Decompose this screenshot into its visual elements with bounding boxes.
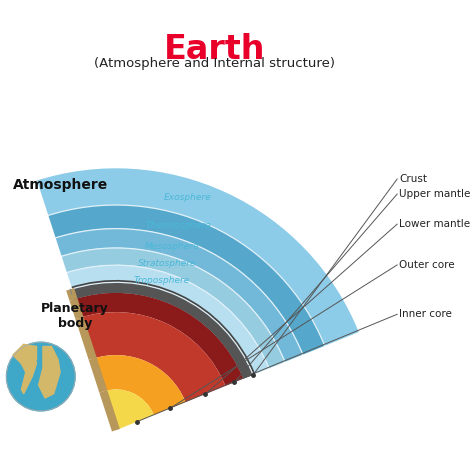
Wedge shape xyxy=(103,390,154,430)
Wedge shape xyxy=(46,205,325,355)
Text: Outer core: Outer core xyxy=(399,260,455,270)
Wedge shape xyxy=(59,247,285,362)
Text: Atmosphere: Atmosphere xyxy=(13,179,108,192)
Text: Exosphere: Exosphere xyxy=(164,193,211,202)
Text: Mesosphere: Mesosphere xyxy=(145,242,200,251)
Circle shape xyxy=(7,342,75,411)
Text: Lower mantle: Lower mantle xyxy=(399,219,470,229)
Polygon shape xyxy=(13,344,36,366)
Wedge shape xyxy=(46,204,325,346)
Wedge shape xyxy=(65,265,269,375)
Wedge shape xyxy=(65,264,270,369)
Wedge shape xyxy=(93,355,186,415)
Text: (Atmosphere and Internal structure): (Atmosphere and Internal structure) xyxy=(94,57,335,70)
Wedge shape xyxy=(70,282,254,375)
Text: Upper mantle: Upper mantle xyxy=(399,189,471,199)
Wedge shape xyxy=(73,293,243,386)
Text: Earth: Earth xyxy=(164,33,265,66)
Wedge shape xyxy=(70,282,253,379)
Polygon shape xyxy=(39,346,60,398)
Wedge shape xyxy=(35,168,359,346)
Text: Troposphere: Troposphere xyxy=(134,276,190,285)
Wedge shape xyxy=(54,228,303,355)
Text: Thermosphere: Thermosphere xyxy=(146,221,211,230)
Text: Planetary
body: Planetary body xyxy=(41,302,109,330)
Wedge shape xyxy=(70,282,253,379)
Wedge shape xyxy=(80,312,226,402)
Text: Crust: Crust xyxy=(399,174,427,184)
Wedge shape xyxy=(54,228,303,362)
Wedge shape xyxy=(60,248,285,368)
Text: Stratosphere: Stratosphere xyxy=(137,259,196,268)
Text: Inner core: Inner core xyxy=(399,309,452,319)
Polygon shape xyxy=(21,351,36,394)
Wedge shape xyxy=(70,280,255,377)
